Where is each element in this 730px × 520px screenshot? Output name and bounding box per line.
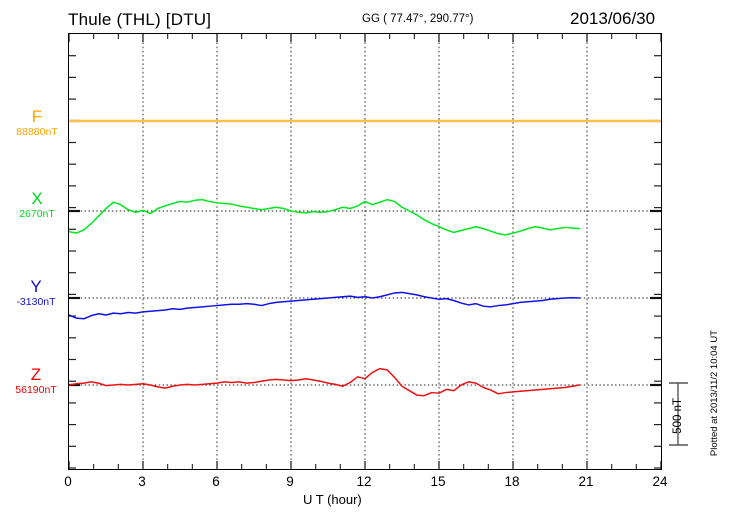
x-tick-label-3: 3 bbox=[138, 474, 146, 489]
plotted-timestamp: Plotted at 2013/11/2 10:04 UT bbox=[709, 330, 720, 457]
scale-bar-label: 500 nT bbox=[672, 398, 684, 434]
scale-bar bbox=[669, 382, 688, 446]
x-axis-title: U T (hour) bbox=[303, 492, 362, 507]
x-tick-label-15: 15 bbox=[430, 474, 446, 489]
component-label-y: Y -3130nT bbox=[6, 278, 66, 308]
geographic-coordinates: GG ( 77.47°, 290.77°) bbox=[362, 13, 474, 25]
component-name-y: Y bbox=[30, 277, 42, 296]
component-label-f: F 88880nT bbox=[8, 108, 66, 138]
x-tick-label-0: 0 bbox=[64, 474, 72, 489]
component-value-f: 88880nT bbox=[16, 126, 58, 138]
x-tick-label-12: 12 bbox=[356, 474, 372, 489]
component-name-z: Z bbox=[30, 365, 42, 384]
x-tick-label-18: 18 bbox=[504, 474, 520, 489]
station-title: Thule (THL) [DTU] bbox=[68, 10, 212, 29]
x-tick-label-24: 24 bbox=[652, 474, 668, 489]
x-tick-label-6: 6 bbox=[212, 474, 220, 489]
component-value-y: -3130nT bbox=[16, 296, 56, 308]
component-name-x: X bbox=[31, 189, 43, 208]
component-label-z: Z 56190nT bbox=[6, 366, 66, 396]
magnetogram-plot bbox=[69, 34, 661, 469]
plot-frame bbox=[68, 33, 662, 470]
component-name-f: F bbox=[31, 107, 43, 126]
component-value-x: 2670nT bbox=[19, 208, 55, 220]
x-tick-label-9: 9 bbox=[286, 474, 294, 489]
x-tick-label-21: 21 bbox=[578, 474, 594, 489]
component-value-z: 56190nT bbox=[15, 384, 57, 396]
component-label-x: X 2670nT bbox=[8, 190, 66, 220]
observation-date: 2013/06/30 bbox=[570, 9, 656, 28]
